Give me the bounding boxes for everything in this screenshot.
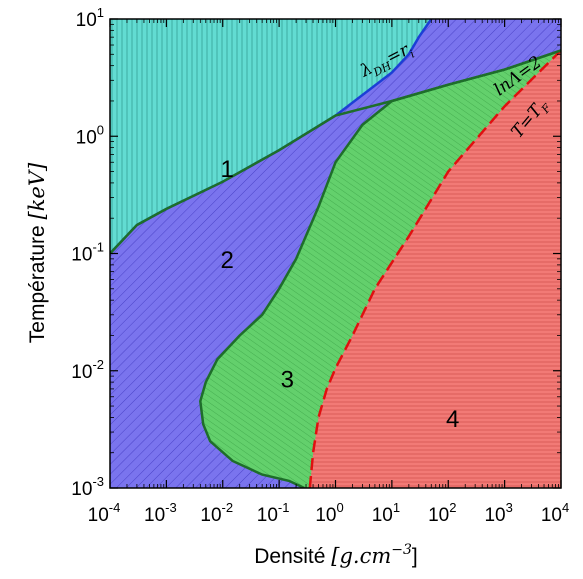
x-tick-label: 104	[541, 500, 569, 526]
y-axis-ticks: 10-3 10-2 10-1 100 101	[71, 5, 561, 500]
y-axis-title: Température [keV]	[25, 162, 49, 343]
x-tick-label: 10-3	[144, 500, 177, 526]
region-3-boundary	[199, 49, 561, 488]
x-tick-label: 100	[315, 500, 343, 526]
y-tick-label: 100	[76, 122, 104, 148]
region-label-4: 4	[446, 406, 459, 433]
region-label-3: 3	[281, 366, 294, 393]
region-labels: 1 2 3 4	[221, 156, 460, 433]
curve-label-2: T=TF	[508, 95, 555, 144]
x-axis-title: Densité [g.cm−3]	[254, 542, 418, 568]
y-tick-label: 10-3	[71, 474, 104, 500]
region-label-2: 2	[221, 247, 234, 274]
y-tick-label: 10-2	[71, 357, 104, 383]
curve-fermi-temperature	[308, 49, 561, 488]
region-1-area	[110, 19, 432, 254]
region-label-1: 1	[221, 156, 234, 183]
x-tick-label: 103	[484, 500, 512, 526]
x-axis-ticks: 10-4 10-3 10-2 10-1 100 101 102 103 104	[88, 19, 569, 526]
region-4-area	[309, 50, 561, 488]
x-tick-label: 10-4	[88, 500, 121, 526]
x-tick-label: 101	[372, 500, 400, 526]
x-tick-label: 102	[428, 500, 456, 526]
plot-area	[110, 19, 561, 488]
x-tick-label: 10-1	[257, 500, 290, 526]
y-tick-label: 10-1	[71, 240, 104, 266]
y-tick-label: 101	[76, 5, 104, 31]
x-tick-label: 10-2	[200, 500, 233, 526]
